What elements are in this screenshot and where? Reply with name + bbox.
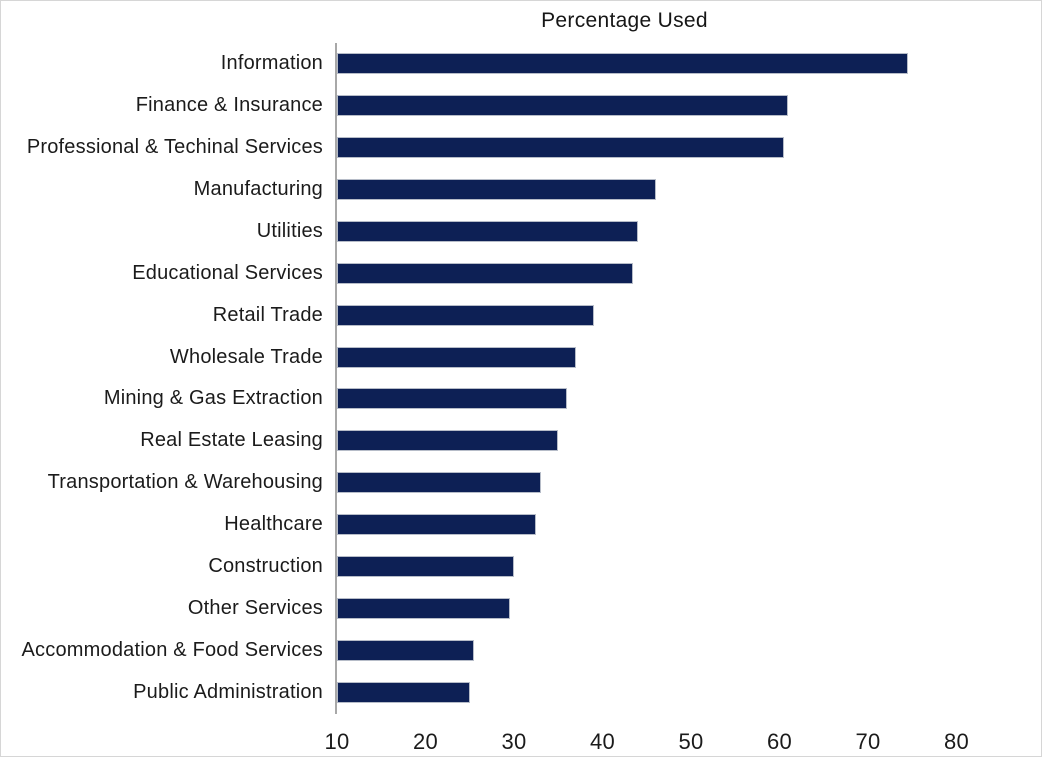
bar: [337, 179, 656, 201]
chart-title: Percentage Used: [541, 9, 708, 32]
category-label: Real Estate Leasing: [140, 429, 323, 452]
plot-area: Information Finance & Insurance Profession…: [1, 43, 1041, 713]
bar: [337, 472, 541, 494]
bar: [337, 53, 908, 75]
category-label: Public Administration: [133, 680, 323, 703]
x-tick-label: 70: [855, 729, 881, 754]
chart-row: Professional & Techinal Services: [1, 127, 1041, 169]
category-label: Manufacturing: [193, 178, 323, 201]
bar: [337, 430, 559, 452]
bar: [337, 681, 470, 703]
chart-row: Construction: [1, 546, 1041, 588]
category-label: Mining & Gas Extraction: [103, 387, 323, 410]
category-label: Professional & Techinal Services: [26, 136, 323, 159]
category-label: Retail Trade: [212, 303, 323, 326]
category-label: Utilities: [256, 219, 323, 242]
category-label: Finance & Insurance: [135, 94, 323, 117]
bar: [337, 639, 475, 661]
category-label: Wholesale Trade: [169, 345, 323, 368]
chart-row: Healthcare: [1, 504, 1041, 546]
y-axis-line: [335, 43, 337, 714]
chart-row: Other Services: [1, 587, 1041, 629]
bar: [337, 388, 568, 410]
x-tick-label: 30: [501, 729, 527, 754]
bar: [337, 304, 594, 326]
chart-row: Educational Services: [1, 252, 1041, 294]
category-label: Healthcare: [224, 513, 323, 536]
x-tick-label: 60: [766, 729, 793, 754]
bar: [337, 597, 510, 619]
x-tick-label: 50: [678, 729, 704, 754]
bar: [337, 137, 784, 159]
x-axis: 10 20 30 40 50 60 70 80: [1, 729, 1041, 756]
category-label: Information: [220, 52, 323, 75]
chart-row: Manufacturing: [1, 169, 1041, 211]
x-tick-label: 10: [324, 729, 350, 754]
bar: [337, 262, 634, 284]
category-label: Educational Services: [132, 261, 323, 284]
chart-row: Information: [1, 43, 1041, 85]
category-label: Accommodation & Food Services: [21, 638, 323, 661]
category-label: Transportation & Warehousing: [47, 471, 323, 494]
bar: [337, 555, 514, 577]
chart-row: Retail Trade: [1, 294, 1041, 336]
chart-row: Public Administration: [1, 671, 1041, 713]
chart-row: Mining & Gas Extraction: [1, 378, 1041, 420]
chart-row: Real Estate Leasing: [1, 420, 1041, 462]
x-tick-label: 80: [943, 729, 970, 754]
bar: [337, 346, 576, 368]
bar: [337, 95, 789, 117]
bar: [337, 220, 638, 242]
chart-row: Transportation & Warehousing: [1, 462, 1041, 504]
chart-row: Utilities: [1, 211, 1041, 253]
category-label: Construction: [208, 554, 323, 577]
chart-row: Wholesale Trade: [1, 336, 1041, 378]
bar: [337, 514, 537, 536]
category-label: Other Services: [187, 596, 323, 619]
x-tick-label: 20: [412, 729, 439, 754]
chart-row: Finance & Insurance: [1, 85, 1041, 127]
x-tick-label: 40: [589, 729, 616, 754]
chart-row: Accommodation & Food Services: [1, 629, 1041, 671]
